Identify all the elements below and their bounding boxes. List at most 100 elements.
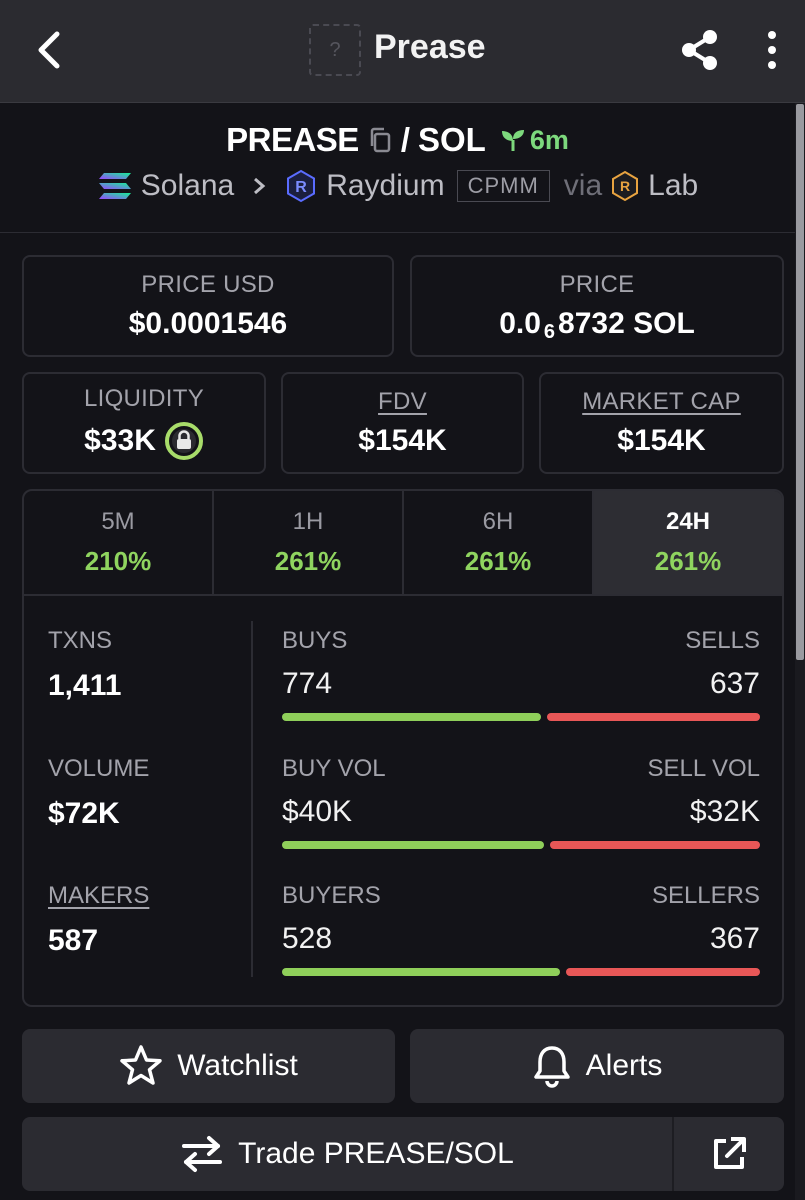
- external-link-icon: [714, 1137, 746, 1169]
- watchlist-button[interactable]: Watchlist: [22, 1029, 395, 1103]
- tab-change: 261%: [464, 546, 532, 576]
- price-usd-card: PRICE USD $0.0001546: [22, 255, 394, 357]
- pair-age: 6m: [500, 125, 569, 156]
- buyers-sellers-bar: [282, 968, 760, 976]
- market-cap-value: $154K: [617, 424, 706, 457]
- stats-divider: [251, 621, 253, 977]
- tab-label: 1H: [292, 508, 324, 535]
- txns-label: TXNS: [48, 627, 113, 654]
- tab-change: 261%: [654, 546, 722, 576]
- token-logo-placeholder: ?: [309, 24, 361, 76]
- sellers-bar-fill: [566, 968, 760, 976]
- trade-button[interactable]: Trade PREASE/SOL: [22, 1117, 672, 1191]
- sell-vol-value: $32K: [689, 795, 760, 828]
- sellers-value: 367: [709, 922, 760, 955]
- buys-value: 774: [282, 667, 333, 700]
- raydium-logo-icon: R: [287, 169, 316, 203]
- sells-label: SELLS: [685, 627, 760, 654]
- scrollbar-thumb[interactable]: [796, 104, 804, 660]
- pair-quote-symbol: SOL: [418, 121, 486, 158]
- stats-panel: 5M 210% 1H 261% 6H 261% 24H 261% TXNS 1,…: [22, 489, 784, 1007]
- makers-label[interactable]: MAKERS: [48, 882, 150, 909]
- liquidity-card: LIQUIDITY $33K: [22, 372, 266, 474]
- lock-icon[interactable]: [164, 421, 204, 461]
- price-usd-value: $0.0001546: [128, 307, 288, 340]
- market-cap-card: MARKET CAP $154K: [539, 372, 784, 474]
- swap-arrows-icon: [182, 1136, 223, 1172]
- price-native-zero-count: 6: [543, 320, 556, 343]
- pair-age-value: 6m: [529, 124, 569, 155]
- tab-change: 261%: [274, 546, 342, 576]
- lab-logo-icon: R: [612, 170, 639, 202]
- back-arrow-icon: [38, 31, 60, 69]
- watchlist-label: Watchlist: [177, 1049, 298, 1082]
- alerts-button[interactable]: Alerts: [410, 1029, 784, 1103]
- market-cap-label[interactable]: MARKET CAP: [582, 388, 741, 415]
- buy-vol-label: BUY VOL: [282, 755, 386, 782]
- makers-stat: MAKERS 587: [48, 882, 149, 958]
- txns-value: 1,411: [48, 669, 122, 702]
- fdv-card: FDV $154K: [281, 372, 524, 474]
- pair-line: PREASE / SOL 6m: [0, 121, 795, 159]
- tab-6h[interactable]: 6H 261%: [404, 491, 594, 594]
- liquidity-value: $33K: [84, 424, 156, 457]
- buy-vol-bar-fill: [282, 841, 544, 849]
- share-icon: [682, 30, 717, 70]
- liquidity-value-row: $33K: [84, 421, 204, 461]
- top-bar: ? Prease: [0, 0, 805, 103]
- tab-label: 5M: [101, 508, 135, 535]
- dex-name[interactable]: Raydium: [326, 169, 445, 202]
- price-native-card: PRICE 0.0 6 8732 SOL: [410, 255, 784, 357]
- pair-header: PREASE / SOL 6m: [0, 103, 795, 233]
- more-options-button[interactable]: [752, 22, 792, 78]
- trade-external-button[interactable]: [672, 1117, 784, 1191]
- back-button[interactable]: [24, 22, 72, 78]
- buy-vol-value: $40K: [282, 795, 353, 828]
- timeframe-tabs: 5M 210% 1H 261% 6H 261% 24H 261%: [24, 491, 782, 596]
- buys-bar-fill: [282, 713, 541, 721]
- txns-stat: TXNS 1,411: [48, 627, 121, 703]
- sellers-label: SELLERS: [651, 882, 760, 909]
- copy-icon[interactable]: [367, 127, 393, 153]
- buyers-bar-fill: [282, 968, 560, 976]
- buyers-value: 528: [282, 922, 333, 955]
- makers-value: 587: [48, 924, 99, 957]
- buyers-label: BUYERS: [282, 882, 381, 909]
- price-native-value: 0.0 6 8732 SOL: [499, 307, 695, 343]
- buys-label: BUYS: [282, 627, 348, 654]
- tab-24h[interactable]: 24H 261%: [594, 491, 782, 594]
- solana-logo-icon: [98, 173, 131, 199]
- svg-text:R: R: [295, 179, 307, 196]
- bell-icon: [533, 1046, 570, 1088]
- price-usd-label: PRICE USD: [141, 271, 275, 298]
- star-icon: [120, 1045, 162, 1085]
- price-native-label: PRICE: [559, 271, 635, 298]
- volume-value: $72K: [48, 797, 120, 830]
- tab-change: 210%: [84, 546, 152, 576]
- alerts-label: Alerts: [585, 1049, 663, 1082]
- buys-sells-bar: [282, 713, 760, 721]
- tab-label: 24H: [665, 508, 711, 535]
- more-vertical-icon: [768, 31, 776, 39]
- pair-separator: /: [400, 121, 410, 158]
- buy-sell-vol-bar: [282, 841, 760, 849]
- price-native-prefix: 0.0: [499, 307, 541, 340]
- buy-sell-vol-stat: BUY VOL SELL VOL $40K $32K: [282, 755, 760, 849]
- tab-5m[interactable]: 5M 210%: [24, 491, 214, 594]
- volume-label: VOLUME: [48, 755, 150, 782]
- tab-1h[interactable]: 1H 261%: [214, 491, 404, 594]
- volume-stat: VOLUME $72K: [48, 755, 149, 831]
- pool-type-badge: CPMM: [456, 170, 550, 202]
- sells-value: 637: [709, 667, 760, 700]
- via-source[interactable]: Lab: [648, 169, 699, 202]
- svg-text:R: R: [620, 178, 630, 194]
- sell-vol-label: SELL VOL: [647, 755, 760, 782]
- tab-label: 6H: [482, 508, 514, 535]
- chain-name[interactable]: Solana: [140, 169, 235, 202]
- via-label: via: [563, 169, 603, 202]
- chain-dex-line: Solana R Raydium CPMM via R Lab: [0, 169, 795, 203]
- fdv-label[interactable]: FDV: [378, 388, 427, 415]
- pair-base-symbol: PREASE: [226, 121, 359, 158]
- sells-bar-fill: [547, 713, 760, 721]
- share-button[interactable]: [672, 22, 728, 78]
